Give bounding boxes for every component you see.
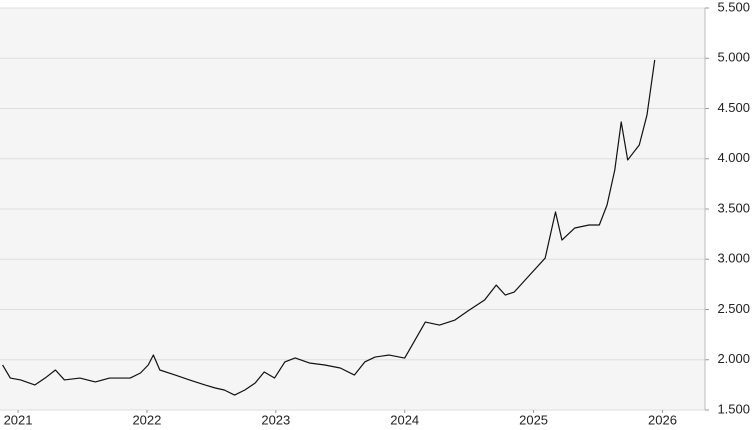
y-tick-label: 3.500 (717, 200, 750, 215)
y-tick-label: 5.000 (717, 50, 750, 65)
y-tick-label: 5.500 (717, 0, 750, 14)
x-tick-label: 2022 (132, 412, 161, 427)
y-tick-label: 3.000 (717, 251, 750, 266)
x-tick-label: 2026 (648, 412, 677, 427)
y-tick-label: 4.500 (717, 100, 750, 115)
x-tick-label: 2021 (4, 412, 33, 427)
y-tick-label: 2.500 (717, 301, 750, 316)
y-tick-label: 2.000 (717, 351, 750, 366)
x-tick-label: 2025 (519, 412, 548, 427)
y-tick-label: 1.500 (717, 401, 750, 416)
x-tick-label: 2023 (261, 412, 290, 427)
x-tick-label: 2024 (390, 412, 419, 427)
price-line (2, 59, 656, 396)
y-tick-label: 4.000 (717, 150, 750, 165)
